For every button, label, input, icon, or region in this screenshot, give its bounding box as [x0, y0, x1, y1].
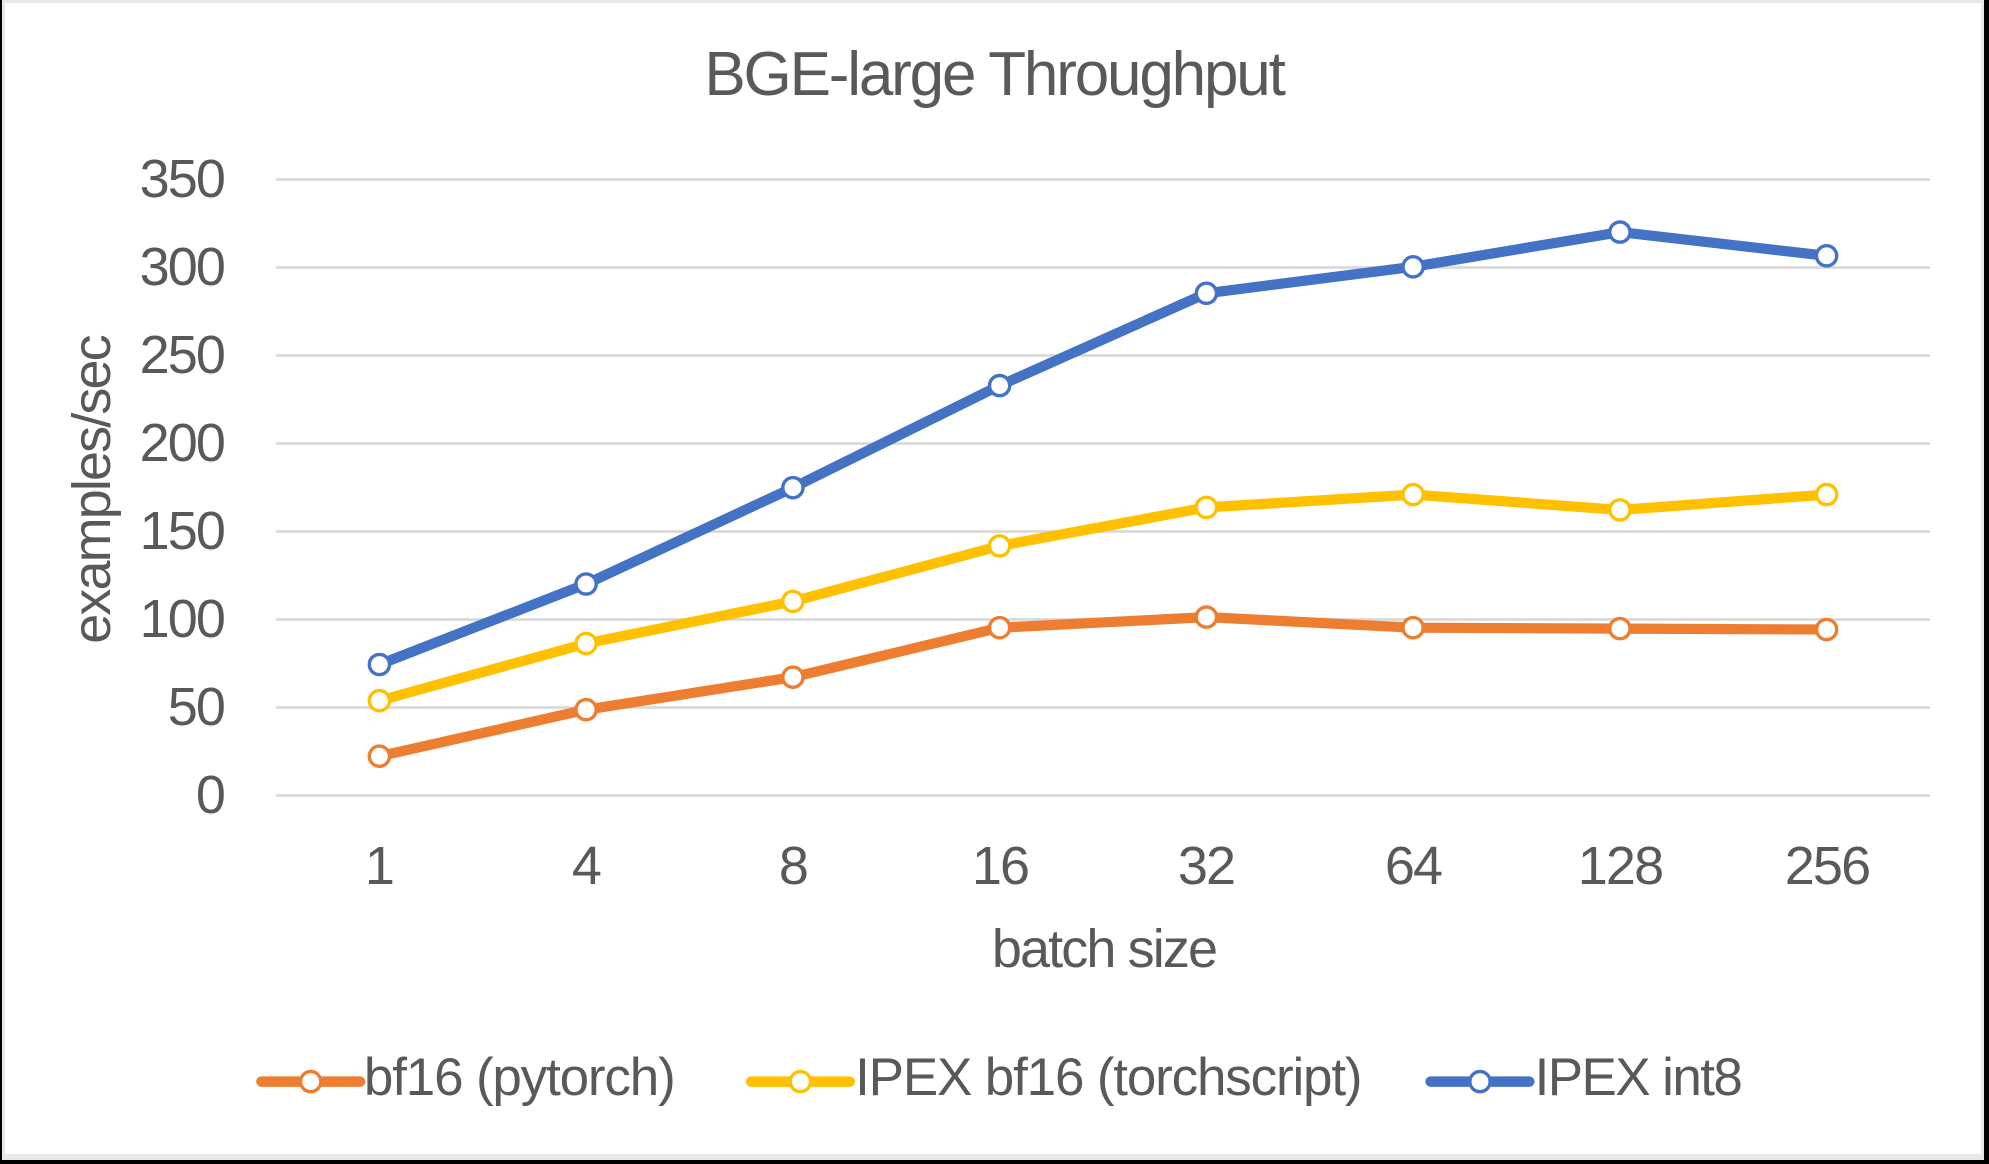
svg-text:50: 50: [168, 677, 224, 737]
svg-text:150: 150: [140, 501, 224, 561]
svg-text:8: 8: [779, 836, 807, 896]
svg-text:0: 0: [196, 765, 224, 825]
svg-text:examples/sec: examples/sec: [62, 335, 122, 643]
svg-text:batch size: batch size: [992, 919, 1216, 979]
svg-text:4: 4: [572, 836, 601, 896]
svg-text:32: 32: [1178, 836, 1234, 896]
svg-text:BGE-large Throughput: BGE-large Throughput: [704, 40, 1285, 109]
svg-text:250: 250: [140, 325, 224, 385]
svg-text:64: 64: [1385, 836, 1442, 896]
svg-text:100: 100: [140, 589, 224, 649]
svg-text:bf16 (pytorch): bf16 (pytorch): [364, 1048, 675, 1107]
svg-text:16: 16: [972, 836, 1028, 896]
svg-text:300: 300: [140, 237, 224, 297]
svg-text:256: 256: [1785, 836, 1869, 896]
svg-text:350: 350: [140, 149, 224, 209]
svg-text:200: 200: [140, 413, 224, 473]
svg-text:1: 1: [365, 836, 393, 896]
svg-text:IPEX bf16 (torchscript): IPEX bf16 (torchscript): [855, 1048, 1361, 1107]
svg-text:128: 128: [1578, 836, 1662, 896]
svg-text:IPEX int8: IPEX int8: [1535, 1048, 1742, 1107]
